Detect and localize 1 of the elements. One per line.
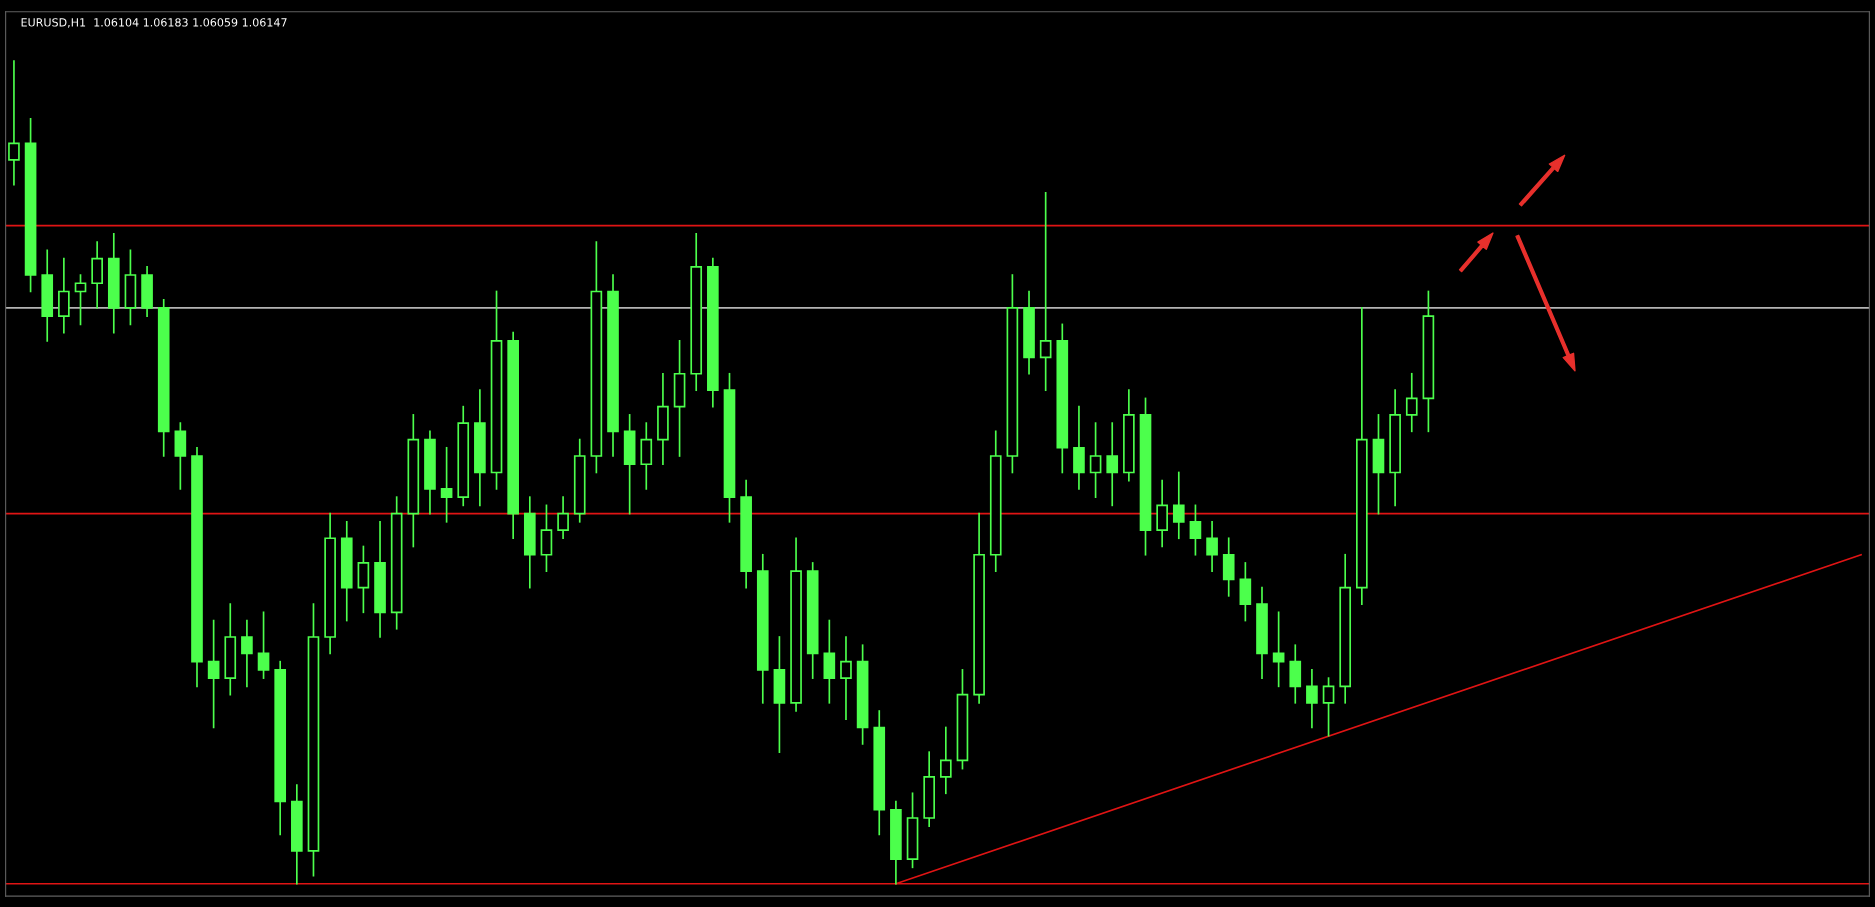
chart-title: EURUSD,H1 1.06104 1.06183 1.06059 1.06147	[21, 18, 287, 28]
